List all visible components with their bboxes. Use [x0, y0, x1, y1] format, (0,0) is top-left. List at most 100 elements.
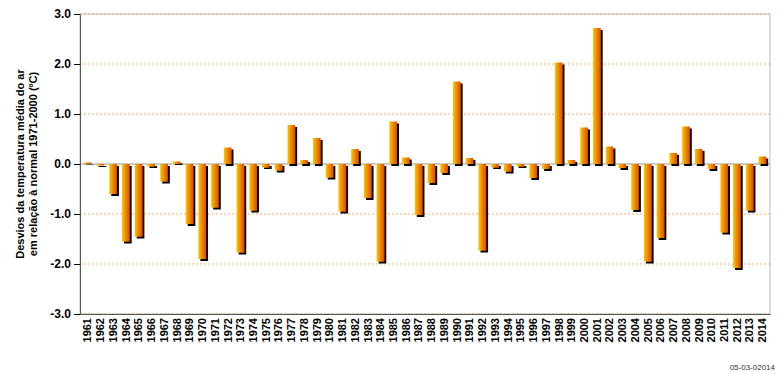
- x-tick-label: 1970: [196, 318, 208, 342]
- x-tick-label: 2002: [603, 318, 615, 342]
- y-tick-mark: [74, 164, 80, 165]
- bar: [733, 164, 741, 268]
- x-tick: 1961: [81, 314, 93, 342]
- x-tick: 2014: [756, 314, 768, 342]
- bar: [135, 164, 143, 237]
- x-tick: 1985: [387, 314, 399, 342]
- grid-line: [80, 164, 770, 165]
- bar: [478, 164, 486, 251]
- x-tick-label: 1998: [553, 318, 565, 342]
- x-tick-label: 1971: [209, 318, 221, 342]
- annotation: 05-03-02014: [730, 363, 776, 372]
- x-tick-label: 1964: [120, 317, 132, 342]
- x-tick: 1962: [94, 314, 106, 342]
- x-tick: 1982: [349, 314, 361, 342]
- x-tick-label: 1972: [222, 318, 234, 342]
- bar: [364, 164, 372, 198]
- x-tick-label: 2005: [642, 318, 654, 342]
- x-tick: 1993: [489, 314, 501, 342]
- bar: [147, 164, 155, 167]
- x-tick-label: 1980: [323, 318, 335, 342]
- x-tick: 1972: [222, 314, 234, 342]
- y-tick-label: -1.0: [50, 207, 71, 221]
- x-tick-label: 1993: [489, 318, 501, 342]
- bar: [529, 164, 537, 178]
- bar: [377, 164, 385, 262]
- x-tick-label: 2006: [654, 318, 666, 342]
- bar: [580, 128, 588, 165]
- x-tick-label: 1974: [247, 317, 259, 342]
- x-tick: 1966: [145, 314, 157, 342]
- x-tick-label: 1978: [298, 318, 310, 342]
- y-tick-label: 2.0: [54, 57, 71, 71]
- y-tick: -1.0: [50, 207, 80, 221]
- bar: [504, 164, 512, 172]
- bar: [288, 125, 296, 164]
- bar: [644, 164, 652, 262]
- bar: [695, 149, 703, 164]
- bar: [708, 164, 716, 169]
- x-tick-label: 1983: [362, 318, 374, 342]
- chart: -3.0-2.0-1.00.01.02.03.01961196219631964…: [0, 0, 781, 374]
- x-tick: 1997: [540, 314, 552, 342]
- x-tick: 1994: [502, 314, 514, 342]
- bar: [428, 164, 436, 183]
- x-tick: 1990: [451, 314, 463, 342]
- x-tick-label: 1992: [476, 318, 488, 342]
- y-tick-label: -2.0: [50, 257, 71, 271]
- x-tick: 1986: [400, 314, 412, 342]
- y-tick-mark: [74, 14, 80, 15]
- x-tick-label: 1966: [145, 318, 157, 342]
- bar: [249, 164, 257, 211]
- x-tick: 1978: [298, 314, 310, 342]
- x-tick-label: 1986: [400, 318, 412, 342]
- bar: [759, 157, 767, 165]
- x-tick: 1988: [425, 314, 437, 342]
- x-tick-label: 1988: [425, 318, 437, 342]
- bar: [84, 163, 92, 165]
- y-axis-title-line: em relação à normal 1971-2000 (ºC): [27, 71, 39, 256]
- x-tick: 1975: [260, 314, 272, 342]
- bar: [300, 160, 308, 164]
- x-tick-label: 2008: [680, 318, 692, 342]
- x-tick-label: 2014: [756, 317, 768, 342]
- x-tick: 2010: [705, 314, 717, 342]
- y-axis-title: Desvios da temperatura média do arem rel…: [14, 69, 39, 259]
- x-tick-label: 2001: [591, 318, 603, 342]
- x-tick-label: 2013: [743, 318, 755, 342]
- x-tick: 1998: [553, 314, 565, 342]
- bar: [555, 63, 563, 165]
- grid: [80, 14, 770, 314]
- grid-line: [80, 64, 770, 65]
- bar: [160, 164, 168, 182]
- bar: [173, 162, 181, 165]
- x-tick: 2002: [603, 314, 615, 342]
- y-tick-mark: [74, 114, 80, 115]
- y-tick-label: 1.0: [54, 107, 71, 121]
- bar: [338, 164, 346, 212]
- x-tick: 2007: [667, 314, 679, 342]
- x-tick: 1980: [323, 314, 335, 342]
- x-tick: 1971: [209, 314, 221, 342]
- x-tick: 2005: [642, 314, 654, 342]
- y-tick-label: 0.0: [54, 157, 71, 171]
- x-tick-label: 1975: [260, 318, 272, 342]
- y-axis-line: [80, 15, 81, 315]
- x-tick: 1968: [171, 314, 183, 342]
- x-tick-label: 2003: [616, 318, 628, 342]
- x-tick: 2003: [616, 314, 628, 342]
- x-tick: 2001: [591, 314, 603, 342]
- x-tick-label: 2011: [718, 318, 730, 342]
- x-tick-label: 1982: [349, 318, 361, 342]
- x-tick: 1989: [438, 314, 450, 342]
- x-tick-label: 1991: [463, 318, 475, 342]
- x-tick: 2000: [578, 314, 590, 342]
- x-tick: 1981: [336, 314, 348, 342]
- grid-line: [80, 114, 770, 115]
- bar: [631, 164, 639, 210]
- x-tick: 1976: [272, 314, 284, 342]
- x-tick-label: 1989: [438, 318, 450, 342]
- bar: [211, 164, 219, 208]
- x-tick-label: 1984: [374, 317, 386, 342]
- y-axis: -3.0-2.0-1.00.01.02.03.0: [50, 7, 80, 321]
